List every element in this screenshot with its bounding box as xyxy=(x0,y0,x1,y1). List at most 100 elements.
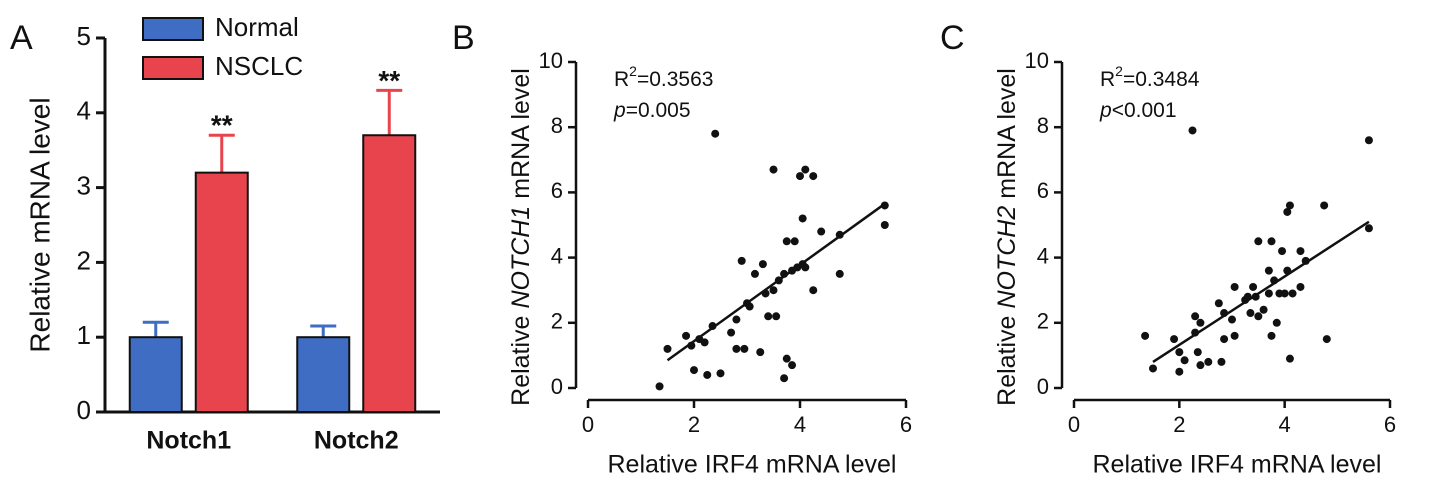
scatter-point xyxy=(1285,201,1294,210)
scatter-point xyxy=(1267,331,1276,340)
scatter-point xyxy=(1364,224,1373,233)
legend-swatch xyxy=(142,56,204,80)
r-squared: R2=0.3484 xyxy=(1100,63,1200,91)
scatter-point xyxy=(1285,354,1294,363)
scatter-point xyxy=(1141,331,1150,340)
scatter-point xyxy=(880,221,889,229)
y-tick-label: 2 xyxy=(77,245,91,275)
scatter-point xyxy=(1230,331,1239,340)
p-label: p xyxy=(613,99,626,122)
scatter-point xyxy=(1249,282,1258,291)
r-label: R xyxy=(1100,68,1115,91)
legend-label: NSCLC xyxy=(215,51,303,81)
y-tick-label: 3 xyxy=(77,170,91,200)
scatter-point xyxy=(732,315,741,324)
significance-label: ** xyxy=(378,65,400,96)
scatter-point xyxy=(1193,348,1202,357)
regression-line xyxy=(666,202,886,362)
scatter-point xyxy=(1364,136,1373,145)
scatter-point xyxy=(1296,247,1305,256)
scatter-point xyxy=(756,348,765,357)
bar xyxy=(362,134,417,414)
scatter-point xyxy=(782,354,791,363)
scatter-point xyxy=(1264,289,1273,298)
scatter-point xyxy=(1272,318,1281,327)
y-tick-label: 0 xyxy=(1037,374,1049,399)
scatter-point xyxy=(1220,335,1229,344)
scatter-point xyxy=(1191,312,1200,321)
x-tick-label: 6 xyxy=(1384,412,1396,437)
x-tick-label: 2 xyxy=(688,412,700,437)
scatter-point xyxy=(682,331,691,340)
p-number: <0.001 xyxy=(1112,99,1177,122)
regression-line xyxy=(1152,220,1370,363)
scatter-point xyxy=(750,269,759,278)
y-axis-label-part: Relative xyxy=(993,316,1021,406)
scatter-point xyxy=(1149,364,1157,373)
x-tick-label: 4 xyxy=(794,412,806,437)
scatter-point xyxy=(732,344,741,353)
r-value: =0.3563 xyxy=(637,68,714,91)
scatter-point xyxy=(711,129,720,138)
scatter-point xyxy=(764,312,773,321)
scatter-point xyxy=(769,165,778,174)
y-tick-label: 10 xyxy=(539,48,563,73)
scatter-point xyxy=(801,165,810,174)
scatter-point xyxy=(772,312,781,321)
y-axis-label: Relative NOTCH1 mRNA level xyxy=(507,68,535,406)
scatter-point xyxy=(809,286,818,295)
scatter-point xyxy=(788,361,797,370)
p-value: p=0.005 xyxy=(613,99,691,122)
scatter-point xyxy=(796,172,804,181)
scatter-point xyxy=(703,370,712,379)
scatter-point xyxy=(835,269,844,278)
scatter-point xyxy=(1175,367,1184,376)
scatter-point xyxy=(1188,126,1197,135)
y-tick-label: 5 xyxy=(77,21,91,51)
scatter-point xyxy=(880,201,889,210)
scatter-point xyxy=(1280,289,1289,298)
scatter-point xyxy=(758,260,767,269)
r-label: R xyxy=(614,68,629,91)
scatter-point xyxy=(790,237,799,246)
scatter-point xyxy=(1175,348,1184,357)
scatter-point xyxy=(1254,237,1263,246)
y-tick-label: 10 xyxy=(1025,48,1049,73)
legend-label: Normal xyxy=(215,12,299,42)
scatter-point xyxy=(700,338,709,347)
scatter-point xyxy=(780,374,789,383)
y-tick-label: 2 xyxy=(551,309,563,334)
x-tick-label: Notch2 xyxy=(314,427,399,455)
scatter-point xyxy=(1228,315,1236,324)
y-tick-label: 8 xyxy=(1037,113,1049,138)
panel-label: B xyxy=(452,19,475,57)
scatter-point xyxy=(1283,207,1292,216)
y-tick-label: 8 xyxy=(551,113,563,138)
x-tick-label: 6 xyxy=(900,412,912,437)
scatter-point xyxy=(809,172,818,181)
scatter-point xyxy=(1246,309,1255,318)
scatter-point xyxy=(798,214,807,223)
y-axis-label-part: mRNA level xyxy=(507,68,535,199)
scatter-point xyxy=(817,227,826,236)
scatter-point xyxy=(1196,318,1205,327)
panel-label: A xyxy=(10,19,33,57)
y-axis-label-part: mRNA level xyxy=(993,68,1021,199)
scatter-point xyxy=(1217,357,1226,366)
scatter-point xyxy=(1259,305,1268,314)
y-tick-label: 4 xyxy=(551,243,563,268)
scatter-point xyxy=(782,237,791,246)
y-tick-label: 2 xyxy=(1037,309,1049,334)
x-axis-label: Relative IRF4 mRNA level xyxy=(608,451,897,479)
scatter-point xyxy=(1254,312,1263,321)
y-axis-label-part: Relative xyxy=(507,316,535,406)
y-tick-label: 4 xyxy=(1037,243,1049,268)
y-axis-label-part: NOTCH1 xyxy=(507,206,535,309)
r-sup: 2 xyxy=(1115,63,1123,79)
x-tick-label: 4 xyxy=(1279,412,1291,437)
scatter-point xyxy=(1322,335,1331,344)
scatter-point xyxy=(716,369,725,378)
scatter-point xyxy=(1204,357,1213,366)
legend-swatch xyxy=(142,17,204,41)
